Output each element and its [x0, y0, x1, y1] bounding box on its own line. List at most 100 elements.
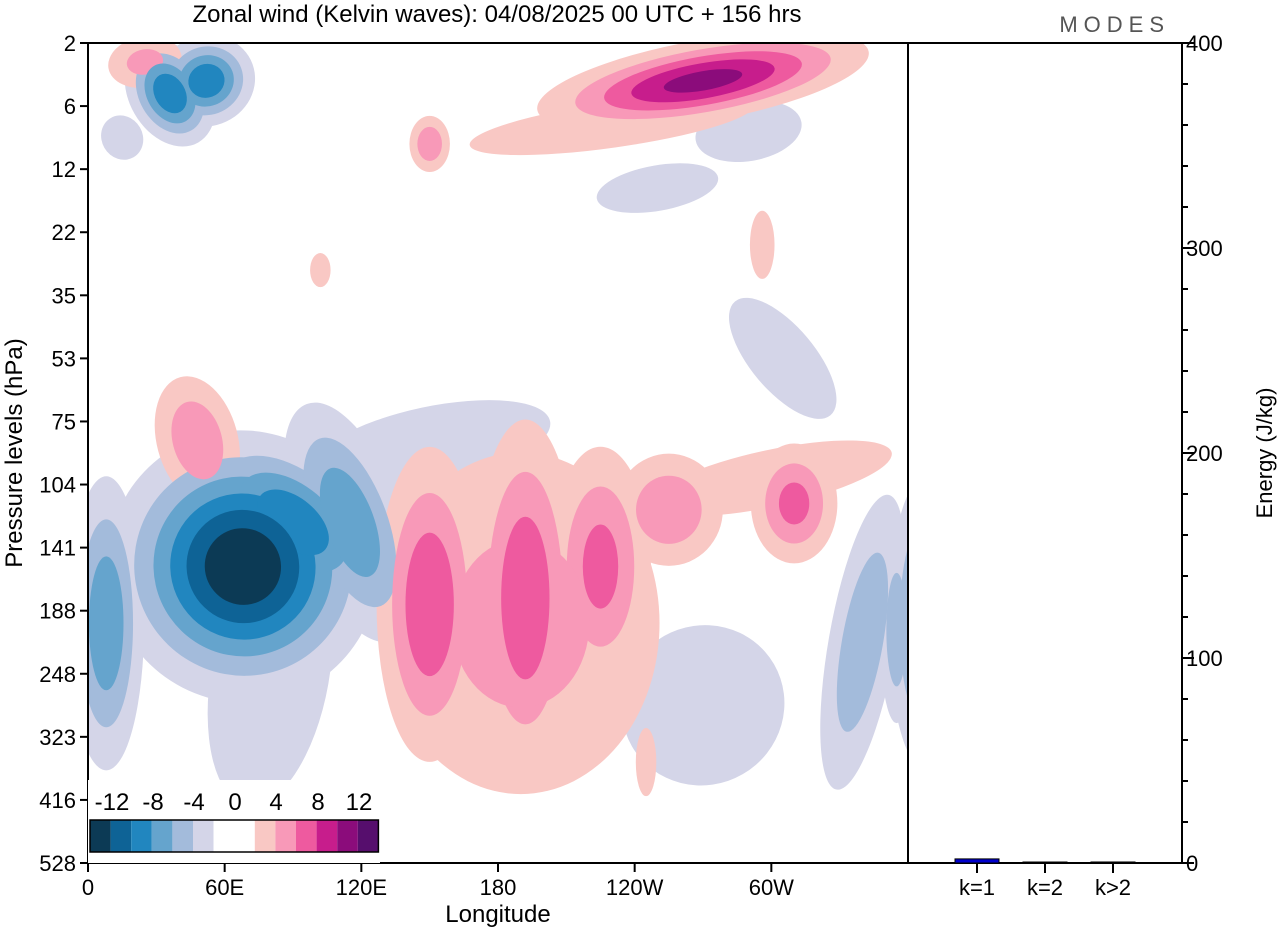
contour-region	[204, 528, 282, 605]
colorbar-swatch	[90, 820, 111, 852]
y-tick-label: 188	[39, 599, 76, 624]
contour-region	[501, 516, 550, 680]
contour-region	[153, 73, 187, 114]
colorbar-swatch	[316, 820, 338, 852]
y-axis-label: Pressure levels (hPa)	[1, 338, 28, 567]
x-tick-label: 60E	[205, 875, 244, 900]
contour-region	[1229, 116, 1270, 172]
colorbar-tick-label: 12	[346, 789, 373, 816]
contour-region	[0, 11, 56, 150]
colorbar-swatch	[337, 820, 358, 852]
contour-region	[962, 465, 1165, 668]
energy-tick-label: 100	[1186, 646, 1223, 671]
contour-region	[926, 24, 1053, 163]
x-tick-label: 60W	[749, 875, 794, 900]
y-tick-label: 2	[64, 31, 76, 56]
contour-region	[992, 47, 1061, 114]
contour-region	[945, 46, 985, 77]
y-tick-label: 528	[39, 851, 76, 876]
y-tick-label: 22	[52, 220, 76, 245]
colorbar-swatch	[110, 820, 132, 852]
colorbar-swatch	[172, 820, 193, 852]
contour-region	[636, 475, 702, 544]
contour-region	[966, 68, 1013, 120]
contour-region	[909, 556, 944, 690]
contour-region	[1272, 539, 1280, 708]
contour-region	[984, 488, 1141, 646]
y-tick-label: 6	[64, 94, 76, 119]
contour-region	[778, 482, 810, 525]
colorbar-swatch	[275, 820, 296, 852]
colorbar-swatch	[213, 820, 255, 852]
contour-region	[749, 210, 775, 279]
contour-region	[938, 442, 1187, 692]
contour-region	[663, 69, 743, 93]
y-tick-label: 35	[52, 283, 76, 308]
contour-region	[924, 30, 1006, 93]
contour-region	[1009, 532, 1172, 816]
energy-tick-label: 300	[1186, 236, 1223, 261]
contour-region	[913, 108, 971, 168]
contour-region	[874, 377, 1252, 756]
colorbar-tick-label: -8	[142, 789, 163, 816]
contour-region	[1237, 127, 1262, 161]
contour-region	[1010, 513, 1116, 620]
contour-region	[650, 440, 892, 516]
x-tick-label: 0	[82, 875, 94, 900]
contour-region	[1225, 533, 1273, 677]
colorbar-swatch	[131, 820, 152, 852]
chart-title: Zonal wind (Kelvin waves): 04/08/2025 00…	[193, 1, 802, 28]
contour-region	[171, 401, 224, 480]
contour-region	[582, 524, 619, 609]
energy-axis-label: Energy (J/kg)	[1252, 388, 1277, 519]
contour-region	[310, 253, 331, 288]
contour-region	[0, 27, 16, 134]
contour-region	[635, 727, 657, 797]
energy-bars: k=1 k=2 k>2	[954, 858, 1136, 900]
contour-region	[101, 115, 144, 160]
colorbar-tick-label: 8	[311, 789, 324, 816]
y-tick-label: 104	[39, 473, 76, 498]
y-tick-label: 75	[52, 409, 76, 434]
colorbar-swatch	[193, 820, 214, 852]
contour-region	[1016, 430, 1210, 615]
contour-region	[1128, 460, 1213, 584]
colorbar: -12 -8 -4 0 4 8 12	[88, 780, 380, 863]
contour-region	[1077, 386, 1263, 659]
y-tick-label: 323	[39, 725, 76, 750]
energy-bar	[954, 858, 1000, 864]
colorbar-tick-label: 0	[228, 789, 241, 816]
contour-region	[88, 556, 124, 691]
colorbar-tick-label: -12	[95, 789, 130, 816]
bar-label: k=2	[1027, 875, 1063, 900]
y-tick-label: 141	[39, 536, 76, 561]
contour-region	[1040, 453, 1185, 591]
contour-region	[954, 54, 1026, 132]
contour-region	[596, 163, 719, 213]
x-axis-label: Longitude	[445, 901, 550, 928]
x-tick-label: 120E	[336, 875, 387, 900]
colorbar-swatch	[296, 820, 317, 852]
contour-region	[1065, 477, 1161, 568]
contour-region	[836, 552, 889, 732]
contour-region	[980, 36, 1073, 126]
y-tick-label: 12	[52, 157, 76, 182]
energy-bar	[1090, 861, 1136, 864]
contour-region	[886, 572, 907, 687]
y-tick-label: 248	[39, 662, 76, 687]
contour-field	[0, 11, 1280, 816]
modes-logo: MODES	[1059, 12, 1170, 37]
y-tick-label: 416	[39, 788, 76, 813]
contour-region	[1130, 253, 1151, 287]
colorbar-swatch	[357, 820, 379, 852]
bar-label: k=1	[959, 875, 995, 900]
contour-region	[6, 549, 78, 735]
contour-region	[965, 22, 1088, 141]
contour-region	[621, 625, 785, 786]
x-tick-label: 180	[480, 875, 517, 900]
y-tick-label: 53	[52, 346, 76, 371]
energy-frame	[907, 42, 1183, 864]
contour-region	[188, 63, 225, 98]
